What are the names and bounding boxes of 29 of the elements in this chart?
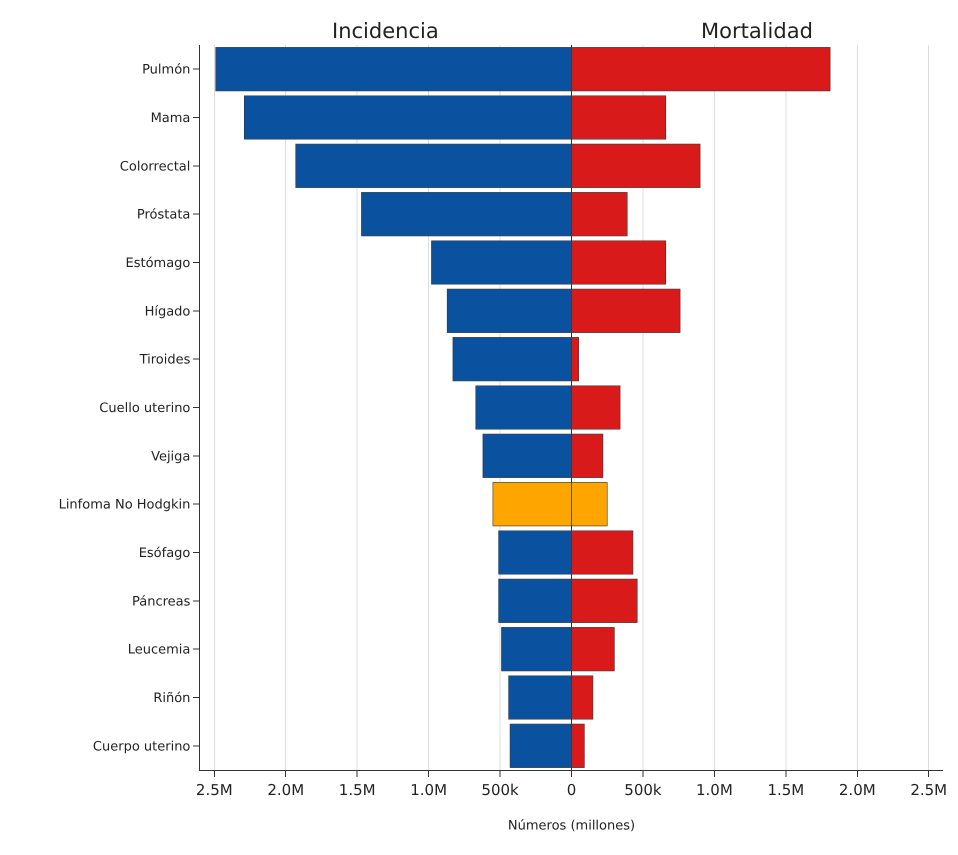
y-tick-label: Leucemia [128, 642, 190, 658]
y-tick-label: Cuerpo uterino [92, 739, 190, 754]
x-tick-label: 2.0M [267, 781, 304, 799]
x-tick-label: 1.5M [767, 781, 804, 799]
x-tick-label: 2.5M [910, 781, 948, 799]
y-tick-label: Colorrectal [120, 159, 190, 174]
y-tick-label: Riñón [153, 691, 190, 706]
x-tick-label: 500k [624, 781, 662, 799]
y-tick-label: Cuello uterino [99, 401, 190, 416]
x-tick-label: 2.5M [196, 781, 233, 799]
series-label: Mortalidad [701, 19, 813, 43]
x-tick-label: 1.0M [696, 781, 733, 799]
y-tick-label: Esófago [138, 546, 190, 562]
y-tick-label: Vejiga [151, 449, 190, 464]
y-tick-label: Próstata [136, 208, 190, 223]
y-tick-label: Páncreas [132, 594, 191, 610]
x-tick-label: 0 [566, 781, 576, 799]
y-tick-label: Estómago [126, 256, 190, 272]
y-tick-label: Tiroides [138, 352, 191, 368]
y-tick-label: Linfoma No Hodgkin [58, 498, 190, 513]
series-label: Incidencia [332, 19, 439, 43]
y-tick-label: Mama [150, 111, 190, 126]
x-axis-title: Números (millones) [508, 818, 636, 834]
x-tick-label: 1.5M [338, 781, 376, 799]
x-tick-label: 1.0M [410, 781, 448, 799]
y-tick-label: Hígado [144, 304, 190, 320]
x-tick-label: 2.0M [838, 781, 876, 799]
y-tick-label: Pulmón [142, 62, 190, 78]
x-tick-label: 500k [481, 781, 520, 799]
